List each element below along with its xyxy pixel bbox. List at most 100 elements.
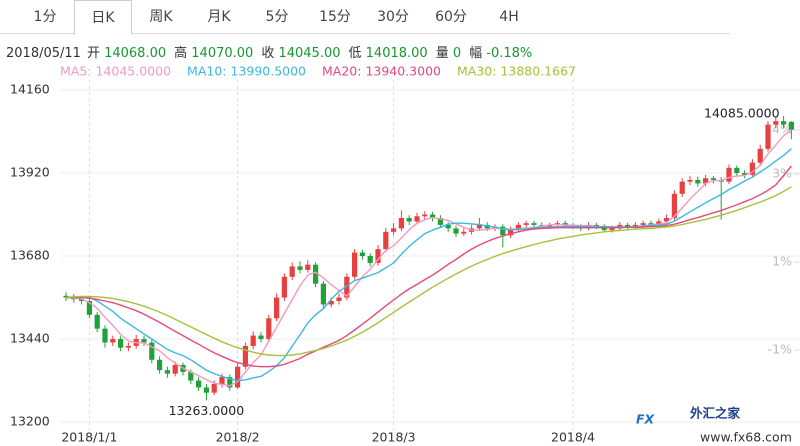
period-tab[interactable]: 30分 — [377, 9, 409, 25]
candle-body — [375, 249, 381, 263]
candle-body — [188, 371, 194, 381]
candle-body — [352, 252, 358, 277]
period-tabs: 1分 日K 周K 月K 5分 15分 30分 60分 4H — [0, 0, 730, 35]
candle-body — [765, 124, 771, 149]
candle-body — [742, 173, 748, 175]
candle-body — [63, 295, 69, 298]
candle-body — [508, 230, 514, 236]
quote-value: 14068.00 — [104, 46, 167, 61]
candle-body — [695, 179, 701, 184]
x-tick-label: 2018/2 — [216, 430, 260, 445]
quote-date: 2018/05/11 — [6, 46, 81, 61]
period-tab[interactable]: 5分 — [265, 9, 289, 25]
candle-body — [422, 214, 428, 217]
candle-body — [359, 252, 365, 257]
candle-body — [289, 266, 295, 277]
candle-body — [219, 377, 225, 385]
x-tick-label: 2018/4 — [551, 430, 595, 445]
candle-body — [367, 256, 373, 263]
y2-tick-label: 3% — [772, 166, 792, 181]
candle-body — [383, 231, 389, 250]
candle-body — [437, 217, 443, 225]
quote-label: 收 — [261, 46, 275, 61]
x-tick-label: 2018/1/1 — [61, 430, 117, 445]
legend-entry: MA5: 14045.0000 — [60, 64, 171, 79]
quote-value: 0 — [452, 46, 462, 61]
watermark-url: www.fx68.com — [700, 430, 792, 445]
candle-body — [141, 339, 147, 343]
period-tab[interactable]: 周K — [149, 9, 173, 25]
x-tick-label: 2018/3 — [372, 430, 416, 445]
candle-body — [749, 162, 755, 175]
candle-body — [734, 167, 740, 174]
candle-body — [125, 345, 131, 348]
candle-body — [476, 224, 482, 229]
y-tick-label: 13200 — [10, 414, 50, 429]
watermark-brand: FX — [636, 412, 656, 427]
candle-body — [313, 264, 319, 284]
candle-body — [235, 366, 241, 388]
candle-body — [157, 359, 163, 371]
candle-body — [227, 377, 233, 388]
candle-body — [788, 121, 794, 130]
y2-tick-label: -1% — [768, 341, 792, 356]
candle-body — [398, 217, 404, 229]
period-tab[interactable]: 1分 — [33, 9, 57, 25]
candle-body — [625, 224, 631, 227]
period-tab[interactable]: 月K — [207, 9, 231, 25]
candle-body — [453, 228, 459, 234]
y-tick-label: 13920 — [10, 165, 50, 180]
candle-body — [445, 224, 451, 229]
legend-entry: MA20: 13940.3000 — [322, 64, 441, 79]
candle-body — [515, 224, 521, 231]
y-tick-label: 13440 — [10, 331, 50, 346]
period-tab[interactable]: 60分 — [435, 9, 467, 25]
candle-body — [203, 387, 209, 393]
candle-body — [461, 231, 467, 234]
candle-body — [414, 216, 420, 222]
watermark-name: 外汇之家 — [689, 406, 741, 421]
candle-body — [211, 384, 217, 393]
extreme-label: 13263.0000 — [169, 403, 245, 418]
candle-body — [172, 364, 178, 374]
candle-body — [726, 167, 732, 182]
candle-body — [632, 224, 638, 227]
y2-tick-label: 1% — [772, 254, 792, 269]
watermark: FX 外汇之家 www.fx68.com — [636, 406, 792, 445]
candle-body — [79, 299, 85, 301]
quote-label: 低 — [348, 46, 362, 61]
candle-body — [281, 276, 287, 298]
quote-label: 量 — [435, 46, 449, 61]
period-tab[interactable]: 15分 — [319, 9, 351, 25]
legend-entry: MA10: 13990.5000 — [187, 64, 306, 79]
candle-body — [547, 224, 553, 227]
candle-body — [86, 300, 92, 315]
candle-body — [344, 276, 350, 298]
candle-body — [274, 297, 280, 319]
candle-body — [430, 214, 436, 218]
ma-line — [65, 186, 792, 357]
candle-body — [305, 264, 311, 270]
quote-line: 2018/05/11 开 14068.00 高 14070.00 收 14045.00… — [6, 42, 540, 61]
candle-body — [149, 342, 155, 360]
candle-body — [94, 314, 100, 329]
ma-line — [65, 129, 792, 387]
ma-line — [66, 148, 792, 382]
y-tick-label: 14160 — [10, 82, 50, 97]
period-tab[interactable]: 日K — [74, 0, 132, 35]
candle-body — [531, 223, 537, 225]
candle-body — [781, 121, 787, 125]
candle-body — [648, 223, 654, 225]
quote-value: 14018.00 — [365, 46, 428, 61]
candle-body — [102, 328, 108, 343]
ma-line — [66, 165, 792, 368]
candle-body — [484, 224, 490, 229]
candle-body — [250, 335, 256, 346]
candle-body — [242, 345, 248, 367]
candle-body — [336, 297, 342, 301]
quote-label: 幅 — [469, 46, 483, 61]
candle-body — [297, 266, 303, 270]
quote-value: 14070.00 — [191, 46, 254, 61]
period-tab[interactable]: 4H — [499, 9, 519, 25]
